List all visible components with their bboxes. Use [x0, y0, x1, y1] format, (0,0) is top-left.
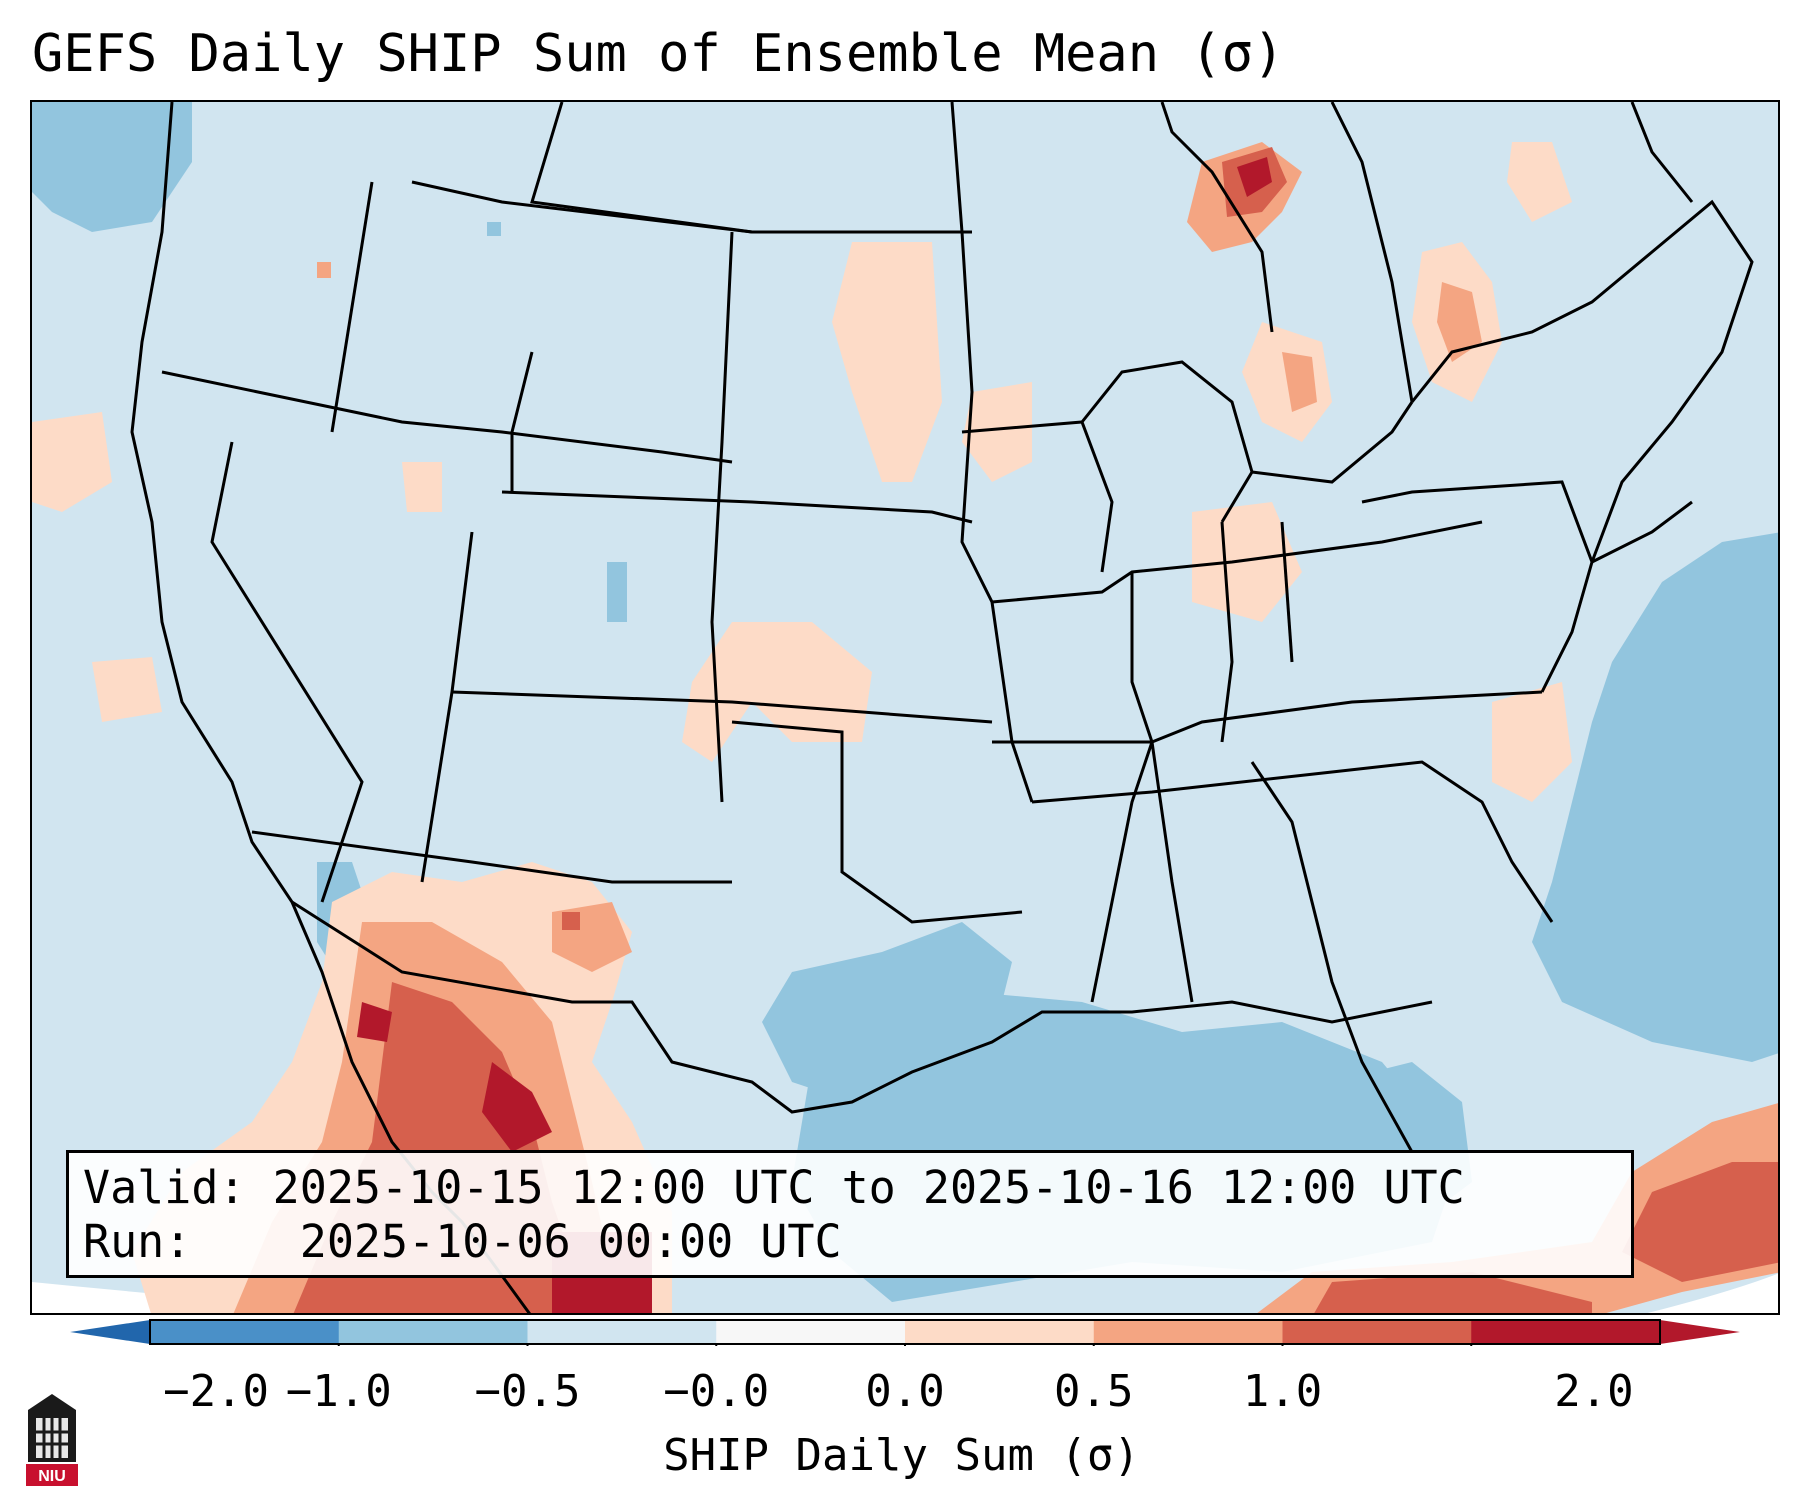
colorbar-segment — [905, 1320, 1095, 1344]
colorbar-label: SHIP Daily Sum (σ) — [663, 1430, 1140, 1481]
negative-anomaly-patch — [762, 922, 1012, 1102]
negative-anomaly-patch — [607, 562, 627, 622]
colorbar-segment — [338, 1320, 528, 1344]
negative-anomaly-patch — [487, 222, 501, 236]
positive-anomaly-patch — [682, 622, 872, 762]
run-label: Run: — [83, 1215, 192, 1268]
colorbar-tick-label: 0.0 — [865, 1366, 945, 1417]
run-value: 2025-10-06 00:00 UTC — [299, 1215, 842, 1268]
colorbar-tick-label: 0.5 — [1054, 1366, 1134, 1417]
positive-anomaly-patch — [402, 462, 442, 512]
validity-info-box: Valid: 2025-10-15 12:00 UTC to 2025-10-1… — [66, 1150, 1634, 1278]
positive-anomaly-patch — [32, 412, 112, 512]
colorbar-extend-low — [70, 1320, 150, 1344]
colorbar-tick-label: −0.5 — [474, 1366, 581, 1417]
negative-anomaly-patch — [32, 102, 192, 232]
valid-value: 2025-10-15 12:00 UTC to 2025-10-16 12:00… — [272, 1161, 1465, 1214]
positive-anomaly-patch — [1492, 682, 1572, 802]
positive-anomaly-patch — [1437, 282, 1482, 362]
map-title: GEFS Daily SHIP Sum of Ensemble Mean (σ) — [32, 24, 1285, 84]
outside-domain — [1647, 1273, 1778, 1313]
colorbar-segment — [1471, 1320, 1661, 1344]
colorbar-tick-label: −1.0 — [285, 1366, 392, 1417]
colorbar-segment — [527, 1320, 717, 1344]
positive-anomaly-patch — [1192, 502, 1302, 622]
colorbar-extend-high — [1660, 1320, 1740, 1344]
niu-logo: NIU — [26, 1394, 78, 1486]
positive-anomaly-patch — [962, 382, 1032, 482]
svg-text:NIU: NIU — [38, 1468, 66, 1485]
colorbar-segment — [1093, 1320, 1283, 1344]
positive-anomaly-patch — [1507, 142, 1572, 222]
valid-label: Valid: — [83, 1161, 246, 1214]
colorbar-tick-label: −0.0 — [663, 1366, 770, 1417]
strong-positive-patch — [357, 1002, 392, 1042]
positive-anomaly-patch — [1622, 1162, 1778, 1282]
map-panel — [30, 100, 1780, 1315]
positive-anomaly-patch — [562, 912, 580, 930]
colorbar-tick-label: −2.0 — [163, 1366, 270, 1417]
strong-positive-patch — [1237, 157, 1272, 197]
positive-anomaly-patch — [832, 242, 942, 482]
colorbar-segment — [716, 1320, 906, 1344]
outside-domain — [32, 1282, 380, 1313]
positive-anomaly-patch — [92, 657, 162, 722]
strong-positive-patch — [482, 1062, 552, 1152]
colorbar-segment — [150, 1320, 340, 1344]
colorbar-segment — [1282, 1320, 1472, 1344]
colorbar-frame — [149, 1319, 1661, 1345]
positive-anomaly-patch — [1282, 352, 1317, 412]
map-canvas — [32, 102, 1778, 1313]
colorbar-tick-label: 2.0 — [1554, 1366, 1634, 1417]
colorbar — [70, 1319, 1740, 1346]
positive-anomaly-patch — [317, 262, 331, 278]
negative-anomaly-patch — [1532, 532, 1778, 1062]
colorbar-tick-label: 1.0 — [1242, 1366, 1323, 1417]
positive-anomaly-patch — [1314, 1272, 1592, 1313]
